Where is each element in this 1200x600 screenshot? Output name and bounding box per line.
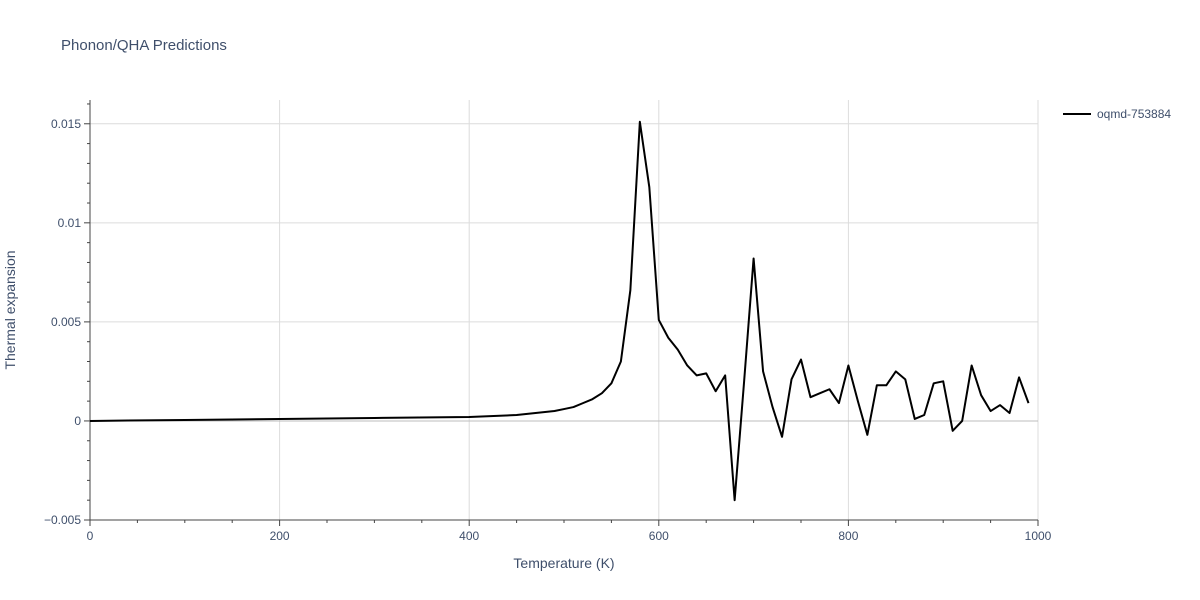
x-axis-title: Temperature (K) xyxy=(513,555,614,571)
legend[interactable]: oqmd-753884 xyxy=(1063,107,1171,121)
x-tick-label-800: 800 xyxy=(838,529,858,543)
x-tick-label-200: 200 xyxy=(270,529,290,543)
x-tick-label-0: 0 xyxy=(87,529,94,543)
y-tick-label-4: 0.015 xyxy=(51,117,81,131)
series-layer xyxy=(89,120,1030,502)
y-axis-title: Thermal expansion xyxy=(2,250,18,369)
series-line-oqmd-753884 xyxy=(89,120,1030,502)
legend-label-oqmd-753884: oqmd-753884 xyxy=(1097,107,1171,121)
grid-layer xyxy=(90,100,1039,521)
axes-layer xyxy=(89,100,1038,521)
y-tick-label-1: 0 xyxy=(74,414,81,428)
y-tick-label-3: 0.01 xyxy=(58,216,82,230)
ticks-layer: 0 200 400 600 800 1000 −0.005 0 0.005 0.01 0.015 xyxy=(44,103,1052,543)
y-tick-label-2: 0.005 xyxy=(51,315,81,329)
y-tick-label-0: −0.005 xyxy=(44,513,81,527)
x-tick-label-1000: 1000 xyxy=(1025,529,1052,543)
x-tick-label-400: 400 xyxy=(459,529,479,543)
x-tick-label-600: 600 xyxy=(649,529,669,543)
chart-title: Phonon/QHA Predictions xyxy=(61,37,227,54)
